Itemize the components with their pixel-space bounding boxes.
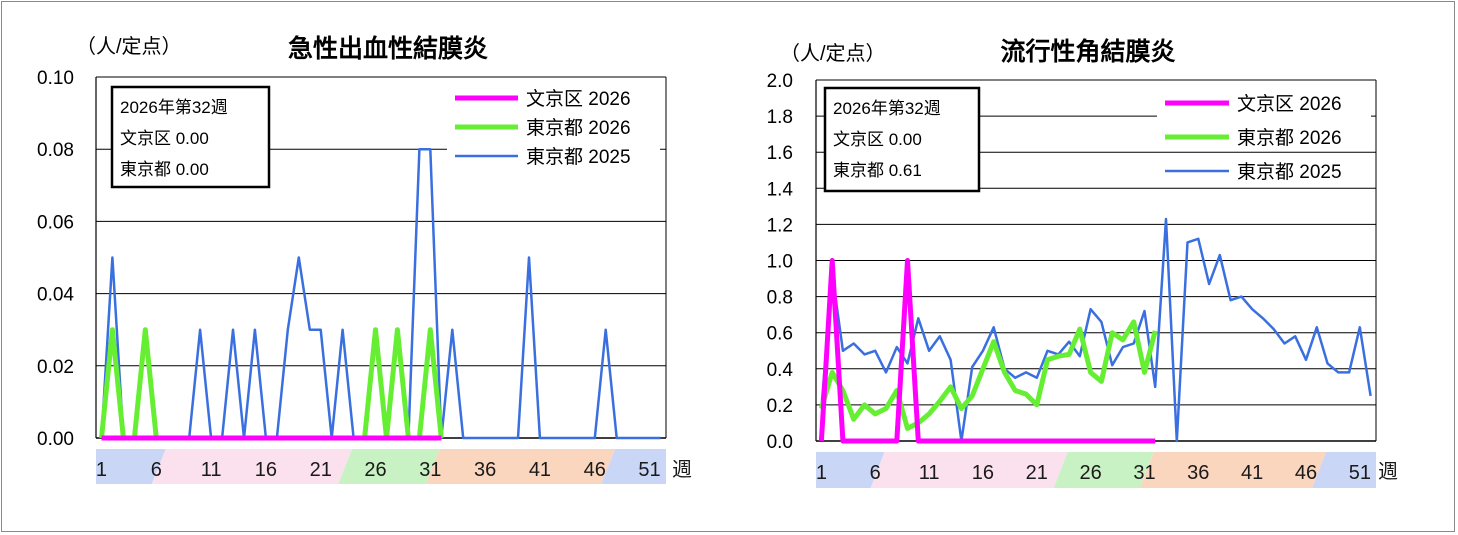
legend-label: 文京区 2026	[1237, 93, 1342, 115]
week-band	[1053, 452, 1154, 488]
y-tick-label: 0.08	[37, 140, 74, 161]
x-tick-label: 11	[919, 462, 940, 484]
week-band	[870, 452, 1068, 488]
x-tick-label: 1	[96, 459, 107, 481]
x-tick-label: 36	[474, 459, 496, 481]
x-tick-label: 31	[419, 459, 441, 481]
x-tick-label: 46	[584, 459, 606, 481]
week-band	[96, 449, 166, 484]
x-tick-label: 26	[364, 459, 386, 481]
legend-label: 東京都 2026	[1237, 127, 1342, 149]
x-tick-label: 16	[255, 459, 277, 481]
x-tick-label: 21	[1026, 462, 1048, 484]
y-unit-label: （人/定点）	[76, 35, 182, 58]
x-tick-label: 6	[870, 462, 881, 484]
week-bands	[96, 449, 666, 484]
info-box-line: 2026年第32週	[120, 98, 228, 117]
info-box-line: 文京区 0.00	[120, 129, 209, 148]
chart-acute-hemorrhagic-conjunctivitis: （人/定点） 急性出血性結膜炎 週 0.00 0.02 0.04 0.06 0.08 0.…	[37, 34, 692, 484]
info-box-line: 東京都 0.61	[833, 161, 922, 180]
x-tick-label: 36	[1187, 462, 1209, 484]
week-band	[425, 449, 616, 484]
x-tick-label: 26	[1079, 462, 1101, 484]
series-line	[818, 258, 1156, 444]
y-tick-label: 1.6	[767, 143, 793, 164]
info-box-frame	[823, 86, 981, 193]
x-tick-label: 31	[1133, 462, 1155, 484]
info-box-line: 文京区 0.00	[833, 130, 922, 149]
x-axis-label: 週	[1378, 460, 1398, 483]
x-tick-label: 46	[1295, 462, 1317, 484]
series-line	[819, 319, 1158, 431]
x-tick-label: 41	[1241, 462, 1263, 484]
week-band	[1312, 452, 1376, 488]
week-bands	[816, 452, 1376, 488]
legend-label: 東京都 2025	[526, 146, 631, 168]
x-tick-label: 51	[638, 459, 660, 481]
week-band	[151, 449, 353, 484]
legend-label: 東京都 2025	[1237, 161, 1342, 183]
x-tick-label: 51	[1349, 462, 1371, 484]
y-tick-label: 1.8	[767, 107, 793, 128]
y-tick-label: 0.10	[37, 68, 74, 89]
x-tick-label: 16	[972, 462, 994, 484]
info-box-frame	[110, 85, 271, 189]
info-box-line: 2026年第32週	[833, 99, 941, 118]
week-band	[338, 449, 440, 484]
chart-epidemic-keratoconjunctivitis: （人/定点） 流行性角結膜炎 週 0.0 0.2 0.4 0.6 0.8 1.0 1.2 1.…	[767, 37, 1398, 488]
y-tick-label: 0.4	[767, 360, 794, 381]
y-tick-label: 1.4	[767, 179, 794, 200]
week-band	[1139, 452, 1327, 488]
legend-label: 東京都 2026	[526, 117, 631, 139]
y-unit-label: （人/定点）	[780, 42, 886, 65]
y-tick-label: 0.04	[37, 285, 74, 306]
x-tick-label: 41	[529, 459, 551, 481]
y-tick-label: 0.00	[37, 429, 74, 450]
x-tick-label: 11	[201, 459, 222, 481]
legend-label: 文京区 2026	[526, 88, 631, 110]
legend: 文京区 2026 東京都 2026 東京都 2025	[1157, 91, 1371, 185]
x-tick-label: 21	[310, 459, 332, 481]
x-axis-label: 週	[672, 458, 692, 481]
y-tick-label: 0.2	[767, 396, 793, 417]
x-tick-label: 6	[151, 459, 162, 481]
series-line	[99, 327, 444, 441]
chart-title: 急性出血性結膜炎	[288, 34, 488, 63]
chart-title: 流行性角結膜炎	[1000, 37, 1175, 66]
y-tick-label: 0.06	[37, 212, 74, 233]
week-band	[601, 449, 666, 484]
y-tick-label: 0.8	[767, 288, 793, 309]
info-box-line: 東京都 0.00	[120, 160, 209, 179]
y-tick-label: 1.0	[767, 252, 793, 273]
x-ticks: 1 6 11 16 21 26 31 36 41 46 51	[96, 459, 661, 481]
y-tick-label: 2.0	[767, 71, 793, 92]
y-tick-label: 0.0	[767, 432, 793, 453]
y-tick-label: 1.2	[767, 215, 793, 236]
week-band	[816, 452, 885, 488]
y-tick-label: 0.02	[37, 357, 74, 378]
y-tick-label: 0.6	[767, 324, 793, 345]
x-ticks: 1 6 11 16 21 26 31 36 41 46 51	[816, 462, 1371, 484]
x-tick-label: 1	[816, 462, 827, 484]
legend: 文京区 2026 東京都 2026 東京都 2025	[447, 86, 660, 170]
